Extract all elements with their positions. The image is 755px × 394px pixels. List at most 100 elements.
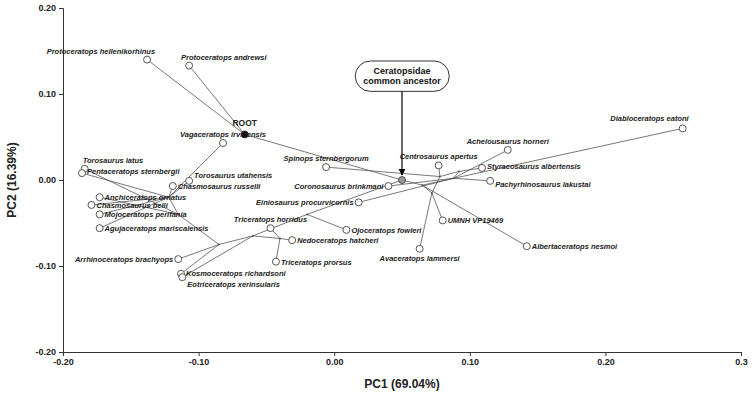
taxon-label: Ojoceratops fowleri: [351, 226, 422, 235]
tree-edge: [326, 167, 440, 176]
taxon-label: Agujaceratops mariscalensis: [104, 224, 209, 233]
x-tick-label: -0.20: [53, 357, 74, 367]
tree-edge: [178, 245, 219, 260]
tree-edge: [440, 171, 459, 176]
taxon-label: Einiosaurus procurvicornis: [256, 198, 354, 207]
internal-node: [453, 177, 455, 179]
taxon-label: Chasmosaurus russelli: [178, 182, 261, 191]
tree-edge: [307, 214, 346, 229]
y-axis-line: [59, 9, 64, 353]
node-label: ROOT: [232, 118, 257, 128]
taxon-point: [175, 256, 182, 263]
y-tick: 0.10: [38, 89, 63, 99]
taxon-point: [186, 62, 193, 69]
y-tick-mark: [59, 94, 63, 95]
x-axis-title: PC1 (69.04%): [364, 377, 439, 391]
x-tick-label: 0.10: [462, 357, 480, 367]
x-tick-label: 0.00: [326, 357, 344, 367]
taxon-label: Avaceratops lammersi: [379, 254, 461, 263]
taxon-point: [179, 274, 186, 281]
taxon-point: [435, 162, 442, 169]
taxon-point: [289, 237, 296, 244]
taxon-point: [439, 217, 446, 224]
y-axis: -0.20-0.100.000.100.20: [35, 3, 63, 357]
taxon-label: UMNH VP19469: [448, 216, 504, 225]
taxon-label: Protoceratops andrewsi: [181, 53, 267, 62]
x-tick: 0.3: [735, 352, 748, 367]
x-tick: 0.10: [462, 352, 480, 367]
internal-node: [458, 170, 460, 172]
x-tick: 0.00: [326, 352, 344, 367]
internal-node: [431, 192, 433, 194]
taxon-point: [679, 125, 686, 132]
taxon-point: [343, 226, 350, 233]
taxon-label: Eotriceratops xerinsularis: [187, 280, 280, 289]
taxon-label: Pachyrhinosaurus lakustai: [495, 180, 591, 189]
y-tick-mark: [59, 180, 63, 181]
taxon-point: [88, 201, 95, 208]
x-axis-line: [64, 353, 742, 357]
internal-node: [421, 184, 423, 186]
taxon-label: Arrhinoceratops brachyops: [74, 255, 173, 264]
y-tick: -0.20: [35, 347, 63, 357]
internal-node: [439, 176, 441, 178]
taxon-point: [323, 164, 330, 171]
taxon-label: Coronosaurus brinkmani: [294, 182, 384, 191]
x-tick-mark: [741, 352, 742, 356]
taxon-label: Diabloceratops eatoni: [610, 114, 689, 123]
x-tick-label: 0.3: [735, 357, 748, 367]
labels: ROOT Protoceratops hellenikorhinus Protoce…: [47, 47, 690, 290]
y-axis-title: PC2 (16.39%): [5, 142, 19, 217]
taxon-point: [504, 146, 511, 153]
annotation-line: Ceratopsidae: [373, 66, 430, 76]
x-tick-mark: [605, 352, 606, 356]
x-tick-mark: [334, 352, 335, 356]
y-tick-mark: [59, 352, 63, 353]
x-tick: -0.20: [53, 352, 74, 367]
x-tick-mark: [470, 352, 471, 356]
y-tick: 0.00: [38, 175, 63, 185]
internal-node: [218, 244, 220, 246]
taxon-point: [267, 225, 274, 232]
internal-node: [252, 235, 254, 237]
taxon-point: [169, 183, 176, 190]
chart: -0.20 -0.10 0.00 0.10 0.20 0.3-0.20 -0.10 0.00 0…: [0, 0, 755, 394]
node-point: [399, 177, 406, 184]
y-tick-label: 0.20: [38, 3, 56, 13]
x-tick-label: 0.20: [597, 357, 615, 367]
taxon-point: [479, 164, 486, 171]
y-tick-label: 0.10: [38, 89, 56, 99]
taxon-label: Albertaceratops nesmoi: [531, 242, 618, 251]
annotation-box: [355, 61, 449, 91]
taxon-point: [96, 211, 103, 218]
taxon-label: Protoceratops hellenikorhinus: [47, 47, 155, 56]
y-tick-mark: [59, 266, 63, 267]
annotation: Ceratopsidaecommon ancestor: [355, 61, 449, 175]
tree-edge: [420, 193, 432, 249]
taxon-label: Nedoceratops hatcheri: [297, 236, 379, 245]
annotation-line: common ancestor: [363, 76, 441, 86]
taxon-point: [144, 56, 151, 63]
x-tick: 0.20: [597, 352, 615, 367]
tree-edge: [432, 193, 443, 221]
tree-edge: [219, 236, 253, 245]
taxon-point: [96, 225, 103, 232]
x-tick: -0.10: [189, 352, 210, 367]
taxon-point: [355, 199, 362, 206]
taxon-point: [78, 170, 85, 177]
x-axis: -0.20 -0.10 0.00 0.10 0.20 0.3: [53, 352, 748, 367]
taxon-point: [385, 183, 392, 190]
taxon-label: Kosmoceratops richardsoni: [186, 269, 287, 278]
x-tick-mark: [199, 352, 200, 356]
taxon-label: Achelousaurus horneri: [466, 137, 550, 146]
taxon-label: Triceratops prorsus: [281, 258, 352, 267]
taxon-point: [220, 140, 227, 147]
taxon-label: Styracosaurus albertensis: [487, 162, 581, 171]
taxon-label: Triceratops horridus: [234, 215, 307, 224]
taxon-label: Spinops sternbergorum: [284, 154, 369, 163]
y-tick: 0.20: [38, 3, 63, 13]
annotation-text: Ceratopsidaecommon ancestor: [363, 66, 441, 86]
y-tick-label: -0.20: [35, 347, 56, 357]
tree-edge: [422, 185, 526, 246]
taxon-point: [416, 245, 423, 252]
